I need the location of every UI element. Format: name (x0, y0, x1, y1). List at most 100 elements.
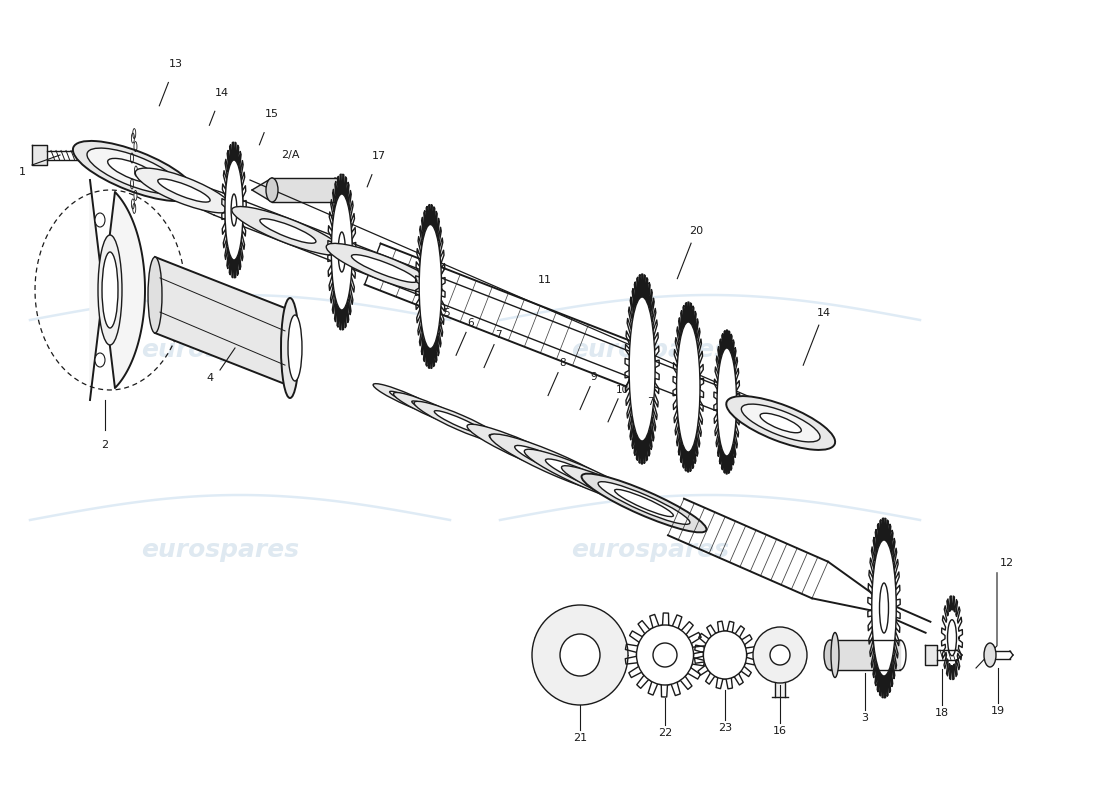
Text: 19: 19 (991, 706, 1005, 716)
Ellipse shape (525, 450, 643, 504)
Ellipse shape (87, 148, 180, 194)
Ellipse shape (352, 254, 417, 282)
Text: 1: 1 (19, 167, 25, 177)
Ellipse shape (754, 627, 807, 683)
Ellipse shape (73, 141, 195, 201)
Polygon shape (222, 142, 246, 278)
Ellipse shape (266, 178, 278, 202)
Polygon shape (673, 302, 704, 472)
Ellipse shape (582, 474, 706, 532)
Ellipse shape (824, 640, 836, 670)
Ellipse shape (95, 353, 104, 367)
Polygon shape (714, 330, 739, 474)
Text: 13: 13 (168, 59, 183, 69)
Ellipse shape (676, 322, 700, 452)
Ellipse shape (102, 252, 118, 328)
Text: 7: 7 (495, 330, 502, 341)
Ellipse shape (490, 434, 559, 466)
Text: 11: 11 (538, 275, 552, 285)
Text: 15: 15 (264, 109, 278, 119)
Text: 6: 6 (466, 318, 473, 328)
Text: 10: 10 (616, 385, 628, 394)
Text: eurospares: eurospares (571, 338, 729, 362)
Ellipse shape (947, 620, 957, 656)
Polygon shape (830, 640, 900, 670)
Text: 16: 16 (773, 726, 786, 736)
Ellipse shape (419, 225, 441, 349)
Text: eurospares: eurospares (141, 338, 299, 362)
Ellipse shape (653, 643, 676, 667)
Ellipse shape (260, 218, 316, 243)
Polygon shape (625, 613, 705, 697)
Ellipse shape (560, 634, 600, 676)
Text: 14: 14 (214, 88, 229, 98)
Ellipse shape (411, 401, 452, 419)
Ellipse shape (468, 424, 581, 477)
Ellipse shape (148, 257, 162, 333)
Text: 9: 9 (591, 373, 597, 382)
Ellipse shape (490, 434, 623, 495)
Ellipse shape (288, 315, 302, 381)
Ellipse shape (583, 475, 641, 502)
Ellipse shape (726, 396, 835, 450)
Ellipse shape (561, 466, 662, 512)
Polygon shape (155, 257, 290, 386)
Ellipse shape (98, 235, 122, 345)
Ellipse shape (414, 402, 506, 444)
Text: 2/A: 2/A (280, 150, 299, 160)
Text: eurospares: eurospares (141, 538, 299, 562)
Ellipse shape (615, 490, 673, 517)
Ellipse shape (717, 348, 737, 456)
Ellipse shape (135, 168, 232, 213)
Ellipse shape (389, 391, 427, 408)
Text: 21: 21 (573, 733, 587, 743)
Ellipse shape (770, 645, 790, 665)
Text: 4: 4 (207, 373, 213, 383)
Polygon shape (272, 178, 336, 202)
Text: 20: 20 (689, 226, 703, 236)
Ellipse shape (872, 540, 896, 676)
Text: 2: 2 (101, 440, 109, 450)
Ellipse shape (95, 213, 104, 227)
Polygon shape (925, 645, 937, 665)
Ellipse shape (598, 482, 690, 524)
Text: 8: 8 (559, 358, 565, 369)
Ellipse shape (226, 160, 243, 260)
Ellipse shape (373, 384, 443, 416)
Text: eurospares: eurospares (571, 538, 729, 562)
Ellipse shape (637, 625, 693, 685)
Ellipse shape (232, 206, 344, 255)
Ellipse shape (108, 158, 161, 184)
Text: 22: 22 (658, 728, 672, 738)
Polygon shape (776, 683, 785, 697)
Polygon shape (252, 178, 272, 202)
Text: 7: 7 (647, 397, 653, 407)
Text: 23: 23 (718, 723, 733, 733)
Ellipse shape (629, 297, 656, 441)
Polygon shape (868, 518, 900, 698)
Text: 3: 3 (861, 713, 869, 723)
Ellipse shape (741, 404, 821, 442)
Text: 12: 12 (1000, 558, 1014, 568)
Ellipse shape (546, 459, 623, 494)
Ellipse shape (703, 631, 747, 679)
Polygon shape (32, 145, 47, 165)
Text: 14: 14 (816, 308, 831, 318)
Polygon shape (328, 174, 355, 330)
Ellipse shape (394, 393, 471, 428)
Ellipse shape (984, 643, 996, 667)
Ellipse shape (830, 633, 839, 678)
Ellipse shape (515, 446, 597, 483)
Ellipse shape (880, 583, 889, 633)
Ellipse shape (532, 605, 628, 705)
Ellipse shape (760, 414, 801, 433)
Text: 5: 5 (443, 308, 450, 318)
Polygon shape (694, 621, 756, 689)
Text: 18: 18 (935, 708, 949, 718)
Polygon shape (416, 205, 446, 369)
Text: 17: 17 (372, 151, 386, 161)
Polygon shape (90, 180, 145, 400)
Ellipse shape (327, 243, 442, 294)
Ellipse shape (280, 298, 299, 398)
Polygon shape (942, 596, 962, 680)
